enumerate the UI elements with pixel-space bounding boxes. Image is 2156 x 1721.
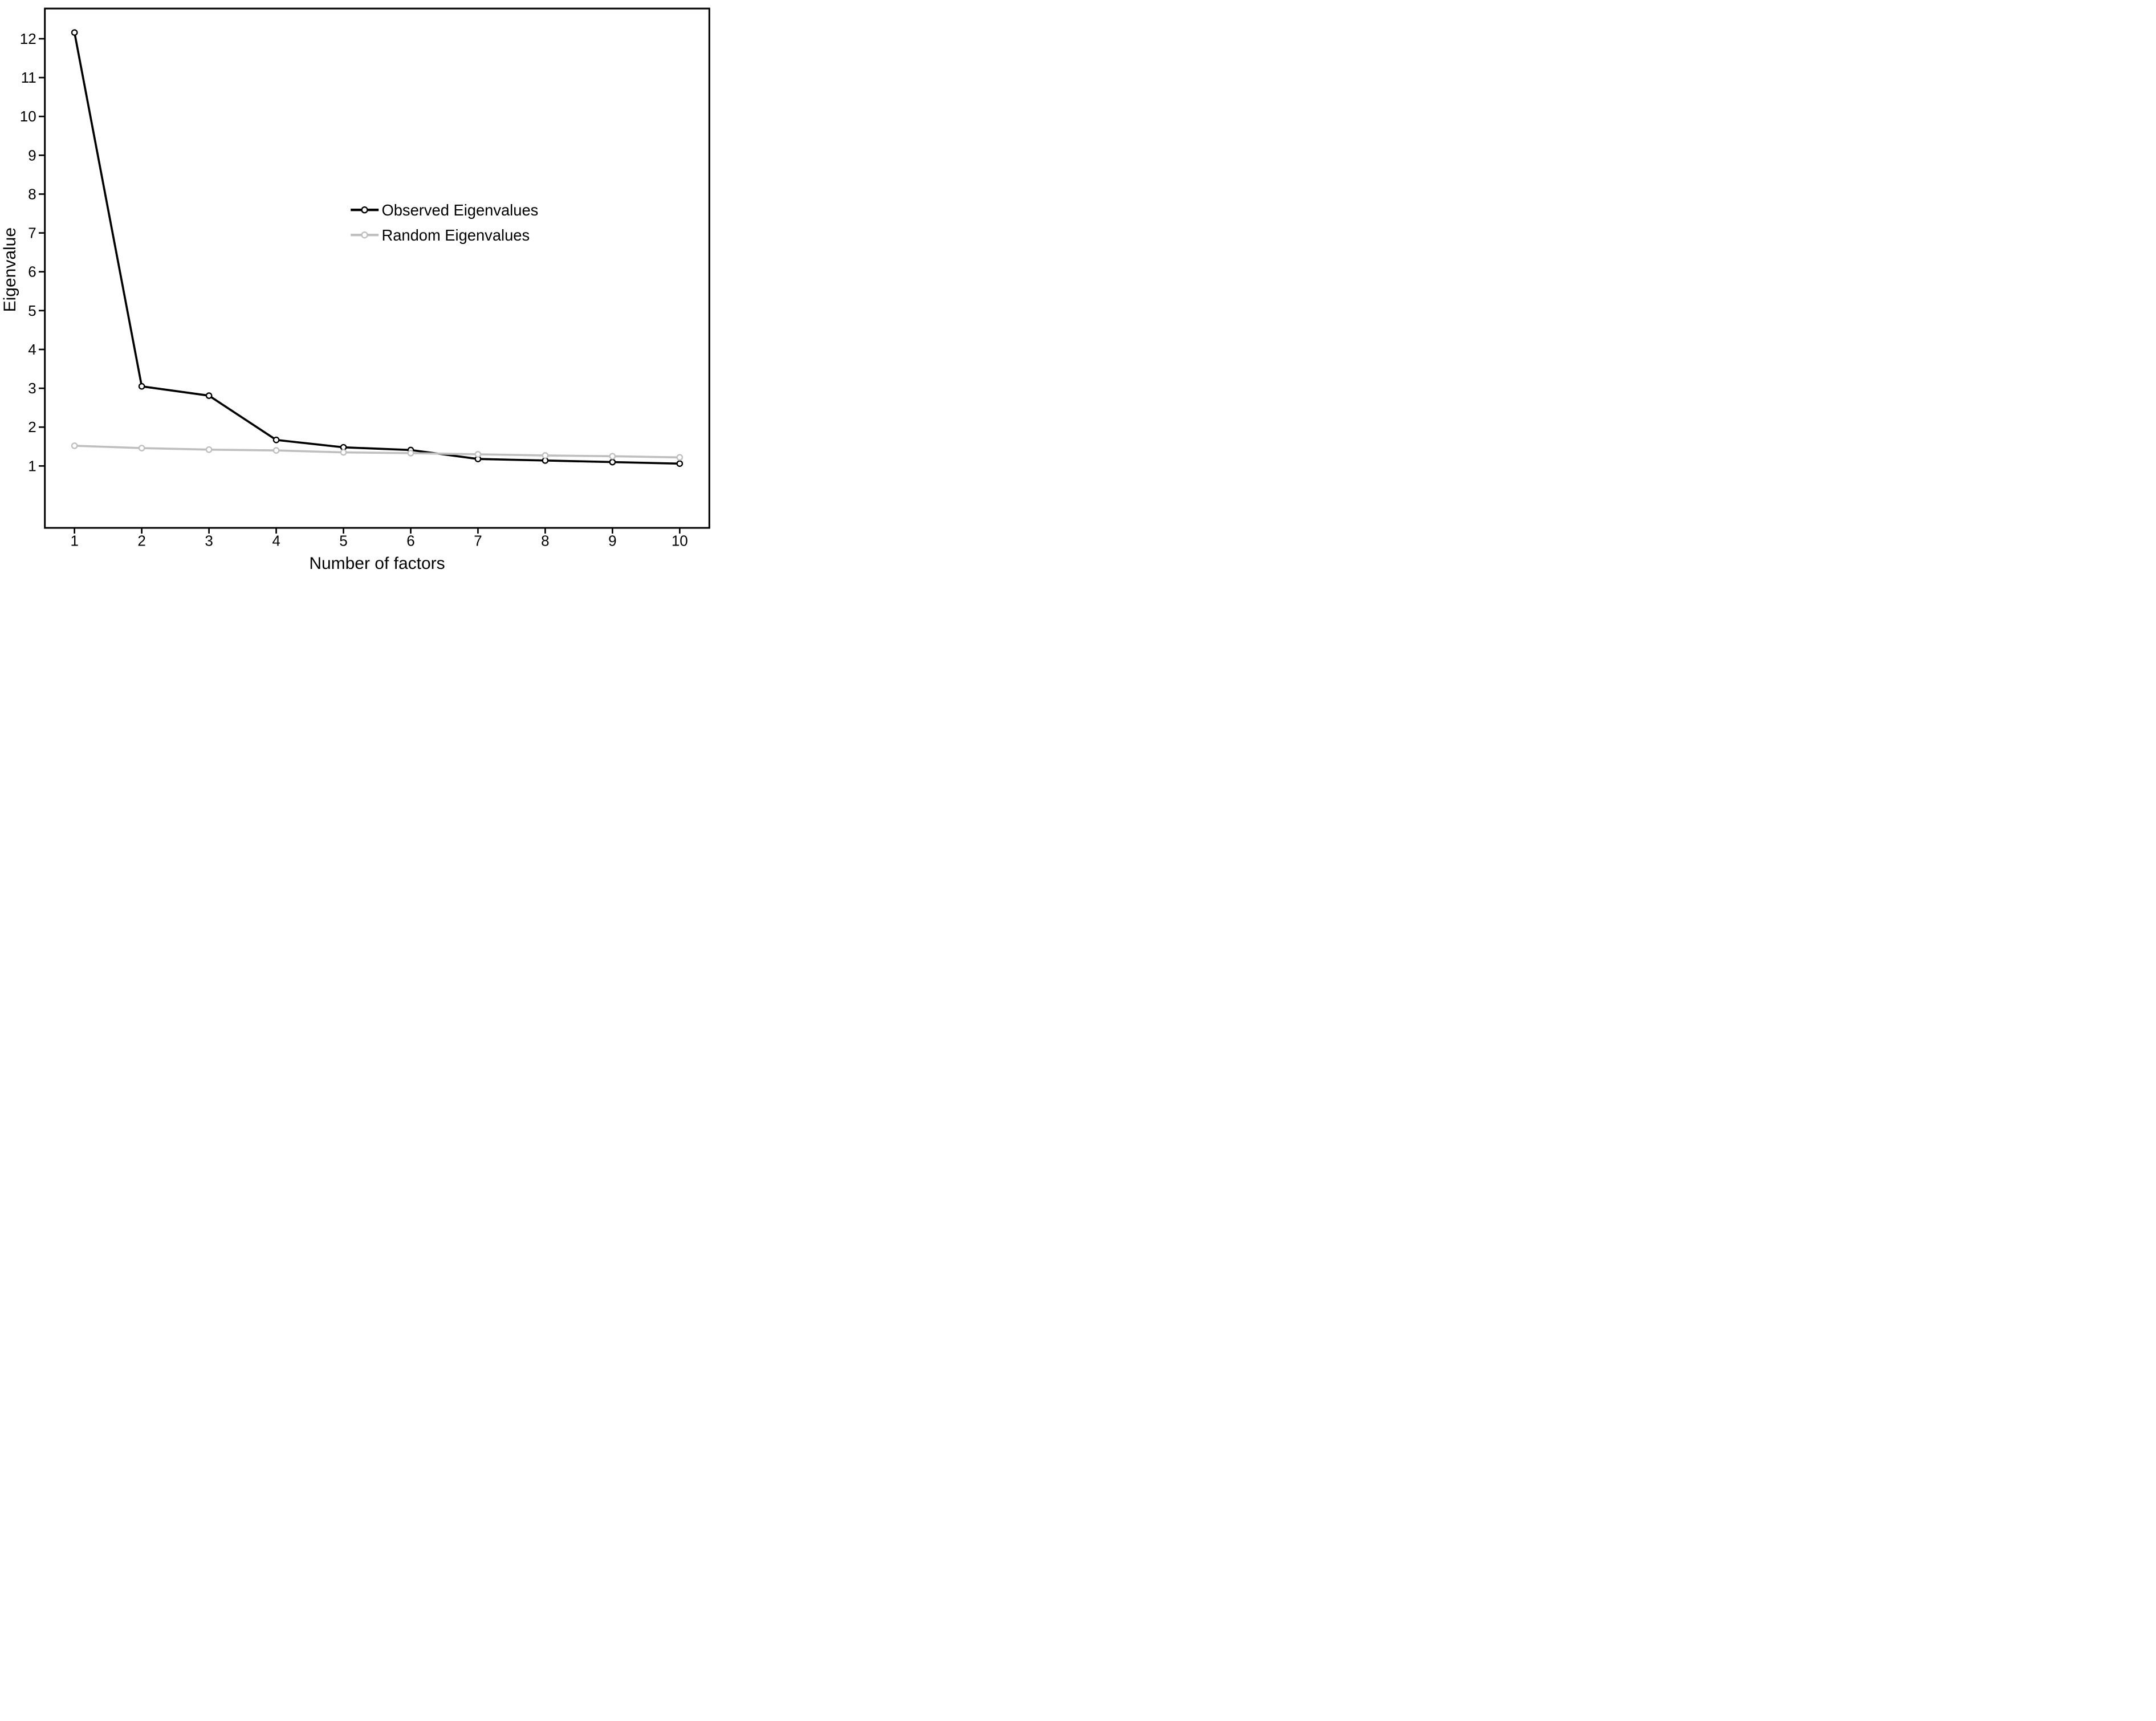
y-axis-title: Eigenvalue [1, 227, 19, 312]
legend-random-marker-icon [361, 231, 368, 239]
y-tick-label: 3 [28, 380, 36, 397]
series-group [71, 29, 684, 467]
x-tick-label: 10 [672, 532, 688, 550]
data-point-random-1 [71, 442, 78, 449]
y-tick-label: 4 [28, 341, 36, 358]
x-tick-label: 4 [272, 532, 280, 550]
y-tick-label: 6 [28, 263, 36, 280]
x-axis-title: Number of factors [309, 554, 445, 573]
data-point-random-7 [474, 451, 482, 458]
data-point-observed-2 [138, 383, 145, 390]
y-tick-label: 10 [20, 108, 36, 125]
legend-item-random: Random Eigenvalues [351, 226, 530, 244]
scree-plot-figure: 1 2 3 4 5 6 7 8 9 10 11 12 1 2 3 4 5 6 7 8 9 10 Observed Eig… [0, 0, 719, 573]
data-point-random-4 [272, 447, 280, 454]
data-point-observed-1 [71, 29, 78, 36]
data-point-random-2 [138, 445, 145, 451]
legend: Observed Eigenvalues Random Eigenvalues [351, 201, 538, 244]
series-observed-line [73, 32, 680, 465]
y-tick-label: 9 [28, 147, 36, 164]
data-point-observed-3 [205, 392, 213, 399]
x-tick-label: 6 [406, 532, 414, 550]
x-tick-label: 1 [70, 532, 78, 550]
legend-random-label: Random Eigenvalues [381, 226, 530, 244]
x-tick-label: 9 [608, 532, 616, 550]
x-axis-ticks: 1 2 3 4 5 6 7 8 9 10 [70, 528, 688, 550]
data-point-random-9 [609, 453, 616, 460]
x-tick-label: 7 [474, 532, 482, 550]
y-tick-label: 11 [21, 69, 36, 86]
data-point-observed-4 [272, 436, 280, 444]
data-point-observed-10 [676, 460, 684, 467]
data-point-random-10 [676, 454, 684, 461]
x-tick-label: 5 [339, 532, 347, 550]
series-random-line [74, 445, 680, 459]
plot-area-border [44, 7, 710, 529]
data-point-observed-9 [609, 458, 616, 466]
data-point-random-8 [542, 452, 549, 459]
legend-observed-marker-icon [361, 206, 368, 214]
y-tick-label: 7 [28, 225, 36, 242]
data-point-random-3 [205, 446, 213, 453]
y-tick-label: 5 [28, 302, 36, 319]
y-tick-label: 2 [28, 418, 36, 436]
data-point-random-6 [407, 450, 414, 457]
legend-item-observed: Observed Eigenvalues [351, 201, 538, 219]
x-tick-label: 3 [205, 532, 213, 550]
legend-observed-label: Observed Eigenvalues [381, 201, 538, 219]
y-tick-label: 8 [28, 185, 36, 202]
y-tick-label: 12 [20, 30, 36, 47]
x-tick-label: 2 [137, 532, 145, 550]
y-tick-label: 1 [28, 457, 36, 474]
x-tick-label: 8 [541, 532, 549, 550]
data-point-random-5 [340, 449, 347, 456]
